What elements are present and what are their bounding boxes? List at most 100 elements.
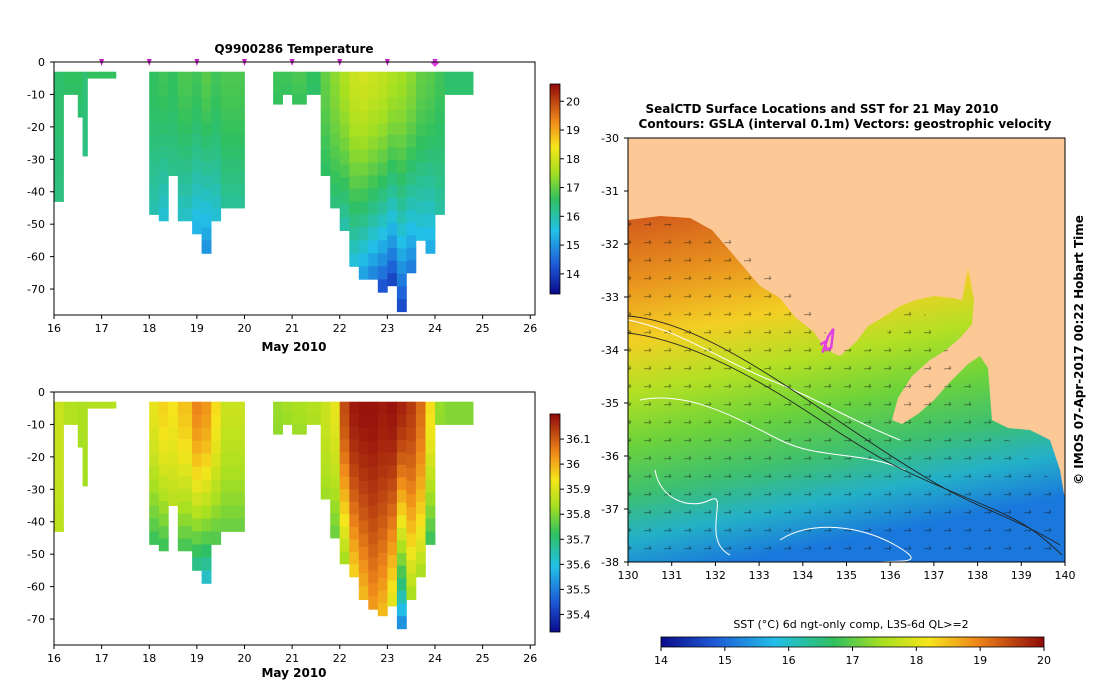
profile-cell <box>273 401 283 413</box>
profile-cell <box>387 185 398 199</box>
profile-cell <box>168 84 179 99</box>
profile-cell <box>211 196 222 209</box>
profile-cell <box>330 476 341 489</box>
profile-cell <box>406 520 417 534</box>
lon-tick-label: 130 <box>618 569 639 582</box>
profile-cell <box>158 439 169 452</box>
profile-cell <box>149 505 160 519</box>
profile-cell <box>201 201 212 215</box>
profile-cell <box>201 71 212 86</box>
profile-cell <box>320 123 331 137</box>
profile-cell <box>368 240 379 254</box>
profile-cell <box>377 240 388 254</box>
profile-cell <box>201 175 212 189</box>
salinity-plot-frame <box>53 391 536 646</box>
profile-cell <box>211 427 222 442</box>
profile-cell <box>406 467 417 482</box>
profile-cell <box>158 158 169 172</box>
profile-cell <box>406 247 417 261</box>
profile-cell <box>349 564 360 578</box>
profile-cell <box>415 539 426 553</box>
profile-cell <box>330 84 341 97</box>
profile-cell <box>425 123 436 137</box>
profile-cell <box>349 514 360 528</box>
profile-cell <box>177 71 193 85</box>
profile-cell <box>425 518 436 532</box>
profile-cell <box>63 401 79 414</box>
profile-cell <box>192 453 202 467</box>
profile-cell <box>158 171 169 184</box>
profile-cell <box>158 121 169 135</box>
profile-cell <box>82 437 88 451</box>
profile-cell <box>387 222 398 236</box>
profile-cell <box>158 426 169 440</box>
profile-cell <box>349 539 360 553</box>
profile-cell <box>349 464 360 478</box>
profile-cell <box>77 83 83 95</box>
profile-cell <box>330 401 341 415</box>
temperature-profile-cells <box>54 71 474 313</box>
profile-cell <box>435 136 445 150</box>
profile-cell <box>158 71 169 85</box>
profile-cell <box>320 486 331 500</box>
profile-cell <box>339 501 350 515</box>
profile-cell <box>177 538 193 552</box>
profile-cell <box>330 451 341 465</box>
profile-cell <box>406 414 417 429</box>
profile-cell <box>377 489 388 503</box>
profile-cell <box>82 95 88 109</box>
profile-cell <box>192 209 202 222</box>
profile-cell <box>292 71 307 83</box>
profile-cell <box>368 201 379 215</box>
profile-cell <box>320 462 331 476</box>
profile-cell <box>211 183 222 197</box>
profile-cell <box>339 204 350 218</box>
lon-tick-label: 139 <box>1011 569 1032 582</box>
profile-cell <box>358 149 369 163</box>
profile-cell <box>358 266 369 280</box>
profile-cell <box>177 463 193 477</box>
lon-tick-label: 136 <box>880 569 901 582</box>
profile-cell <box>435 201 445 215</box>
profile-cell <box>320 97 331 112</box>
profile-cell <box>377 565 388 579</box>
profile-cell <box>82 132 88 145</box>
profile-cell <box>358 480 369 495</box>
sst-colorbar-ticks: 14 15 16 17 18 19 20 <box>654 647 1051 667</box>
profile-cell <box>149 492 160 506</box>
profile-cell <box>415 71 426 86</box>
profile-cell <box>192 171 202 185</box>
profile-cell <box>339 111 350 126</box>
profile-cell <box>444 413 474 425</box>
profile-cell <box>415 526 426 540</box>
profile-cell <box>387 555 398 569</box>
profile-cell <box>368 440 379 455</box>
profile-cell <box>349 84 360 99</box>
profile-cell <box>415 489 426 503</box>
profile-cell <box>387 96 398 110</box>
profile-cell <box>406 507 417 521</box>
profile-cell <box>339 217 350 231</box>
salinity-y-axis: 0 -10 -20 -30 -40 -50 -60 -70 <box>27 386 54 626</box>
profile-cell <box>387 580 398 594</box>
bathymetry-contour <box>628 315 1061 546</box>
profile-cell <box>77 94 83 107</box>
profile-cell <box>425 201 436 215</box>
y-tick-label: -70 <box>27 283 45 296</box>
profile-cell <box>377 71 388 86</box>
profile-cell <box>358 546 369 561</box>
profile-cell <box>282 71 293 84</box>
lat-tick-label: -36 <box>601 450 619 463</box>
profile-cell <box>177 526 193 539</box>
profile-cell <box>177 84 193 97</box>
x-tick-label: 20 <box>237 652 251 665</box>
profile-cell <box>368 214 379 228</box>
profile-cell <box>406 494 417 508</box>
profile-cell <box>387 414 398 428</box>
profile-cell <box>292 93 307 105</box>
profile-cell <box>339 464 350 477</box>
profile-cell <box>201 240 212 254</box>
profile-cell <box>177 196 193 209</box>
profile-cell <box>158 538 169 552</box>
profile-cell <box>425 162 436 176</box>
